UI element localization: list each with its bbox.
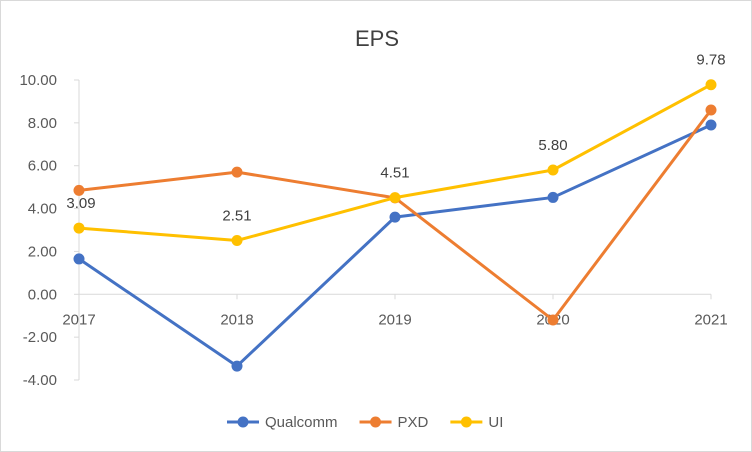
data-label: 9.78 — [696, 52, 725, 69]
chart-title: EPS — [355, 26, 399, 51]
x-tick-label: 2019 — [378, 311, 411, 328]
legend-item-pxd: PXD — [359, 414, 429, 431]
legend-marker — [237, 416, 249, 428]
data-point-qualcomm — [389, 211, 401, 223]
legend-item-qualcomm: Qualcomm — [227, 414, 338, 431]
data-label: 5.80 — [538, 137, 567, 154]
y-tick-label: 2.00 — [28, 243, 57, 260]
data-point-pxd — [547, 314, 559, 326]
legend-label: Qualcomm — [265, 414, 338, 431]
y-tick-label: 0.00 — [28, 286, 57, 303]
y-tick-label: -4.00 — [23, 372, 57, 389]
x-tick-label: 2017 — [62, 311, 95, 328]
data-point-ui — [705, 79, 717, 91]
y-tick-label: 8.00 — [28, 115, 57, 132]
data-point-pxd — [705, 104, 717, 116]
data-label: 4.51 — [380, 165, 409, 182]
y-tick-label: 4.00 — [28, 201, 57, 218]
axes-group: -4.00 -2.00 0.00 2.00 4.00 6.00 8.00 10.00 2017 2… — [19, 72, 727, 389]
data-point-qualcomm — [547, 191, 559, 203]
series-ui — [73, 79, 717, 246]
data-point-pxd — [73, 184, 85, 196]
y-tick-label: -2.00 — [23, 329, 57, 346]
data-point-pxd — [231, 166, 243, 178]
data-point-ui — [231, 235, 243, 246]
data-point-qualcomm — [73, 253, 85, 265]
legend-marker — [370, 416, 382, 428]
series-qualcomm — [73, 119, 717, 372]
y-tick-label: 10.00 — [19, 72, 57, 89]
data-point-ui — [389, 192, 401, 204]
y-tick-label: 6.00 — [28, 158, 57, 175]
legend-label: PXD — [398, 414, 429, 431]
data-label: 2.51 — [222, 208, 251, 225]
legend-label: UI — [488, 414, 503, 431]
legend-marker — [460, 416, 472, 428]
series-group — [73, 79, 717, 372]
data-point-qualcomm — [231, 360, 243, 372]
data-point-ui — [73, 222, 85, 234]
legend: Qualcomm PXD UI — [227, 414, 503, 431]
legend-item-ui: UI — [450, 414, 503, 431]
data-labels-group: 3.09 2.51 4.51 5.80 9.78 — [66, 52, 725, 225]
x-tick-label: 2021 — [694, 311, 727, 328]
data-point-qualcomm — [705, 119, 717, 131]
series-line-qualcomm — [77, 123, 713, 368]
data-label: 3.09 — [66, 195, 95, 212]
data-point-ui — [547, 164, 559, 176]
x-tick-label: 2018 — [220, 311, 253, 328]
